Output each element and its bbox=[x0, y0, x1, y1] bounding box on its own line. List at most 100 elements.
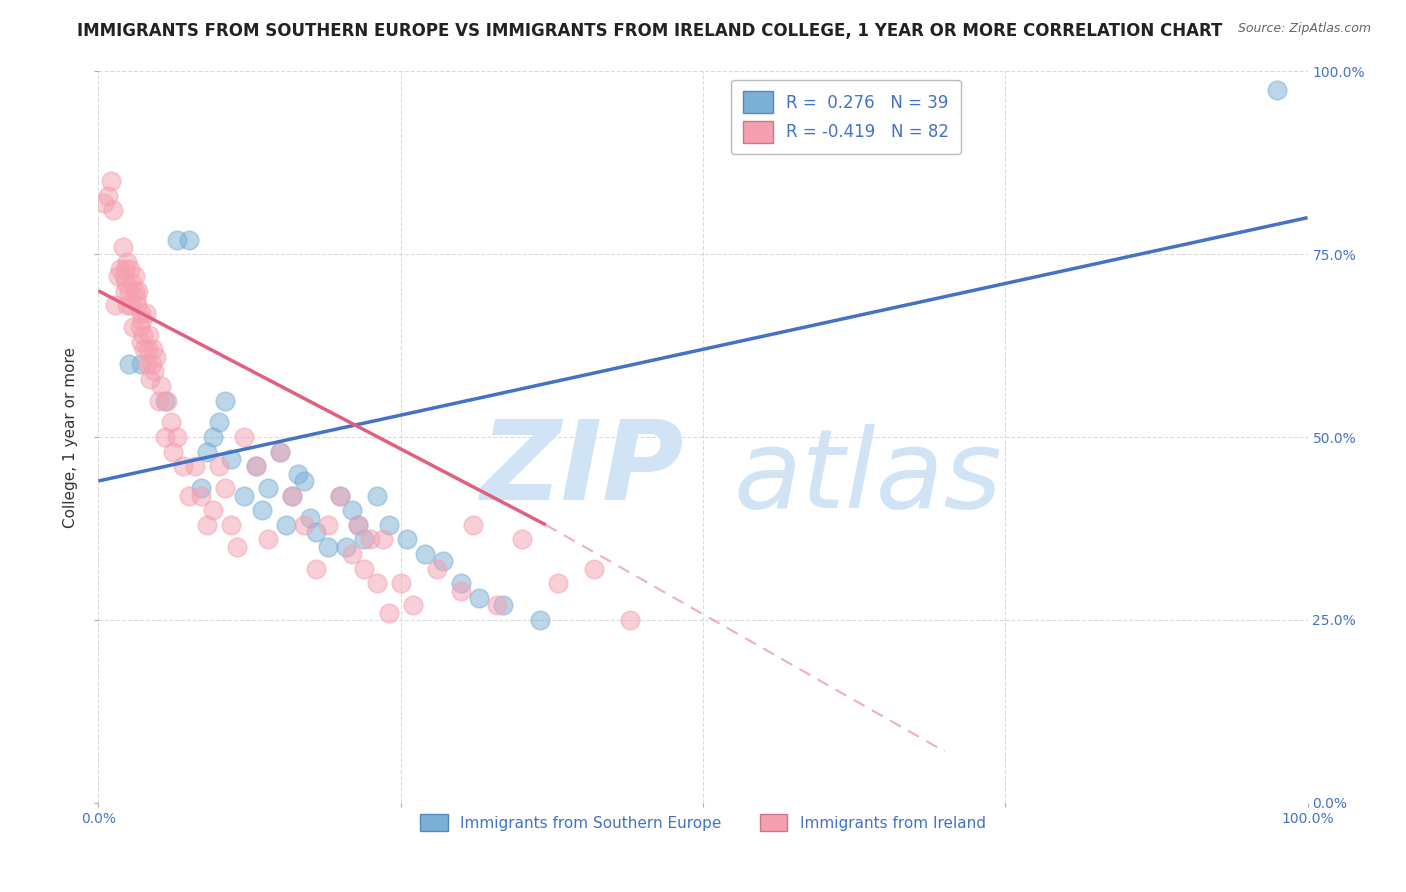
Point bbox=[179, 489, 201, 503]
Point bbox=[179, 233, 201, 247]
Point bbox=[468, 591, 491, 605]
Point bbox=[342, 503, 364, 517]
Point bbox=[353, 562, 375, 576]
Point bbox=[214, 481, 236, 495]
Point bbox=[153, 430, 176, 444]
Point bbox=[316, 540, 339, 554]
Point bbox=[132, 327, 155, 342]
Point bbox=[619, 613, 641, 627]
Point bbox=[190, 481, 212, 495]
Point bbox=[232, 430, 254, 444]
Point bbox=[492, 599, 515, 613]
Point bbox=[214, 393, 236, 408]
Point bbox=[329, 489, 352, 503]
Point bbox=[402, 599, 425, 613]
Point bbox=[305, 562, 328, 576]
Point bbox=[335, 540, 357, 554]
Point bbox=[287, 467, 309, 481]
Point bbox=[450, 576, 472, 591]
Point bbox=[389, 576, 412, 591]
Point bbox=[292, 474, 315, 488]
Point bbox=[292, 517, 315, 532]
Point bbox=[281, 489, 304, 503]
Point bbox=[97, 188, 120, 202]
Point bbox=[371, 533, 394, 547]
Point bbox=[256, 481, 278, 495]
Point bbox=[269, 444, 291, 458]
Y-axis label: College, 1 year or more: College, 1 year or more bbox=[63, 347, 79, 527]
Point bbox=[127, 284, 149, 298]
Legend: Immigrants from Southern Europe, Immigrants from Ireland: Immigrants from Southern Europe, Immigra… bbox=[413, 806, 993, 839]
Point bbox=[162, 444, 184, 458]
Point bbox=[131, 313, 153, 327]
Point bbox=[150, 379, 173, 393]
Point bbox=[156, 393, 179, 408]
Point bbox=[117, 298, 139, 312]
Point bbox=[118, 357, 141, 371]
Point bbox=[195, 517, 218, 532]
Point bbox=[245, 459, 267, 474]
Point bbox=[100, 174, 122, 188]
Point bbox=[184, 459, 207, 474]
Point bbox=[547, 576, 569, 591]
Point bbox=[153, 393, 176, 408]
Point bbox=[145, 350, 167, 364]
Point bbox=[450, 583, 472, 598]
Point bbox=[108, 261, 131, 276]
Point bbox=[129, 357, 152, 371]
Point bbox=[221, 452, 243, 467]
Point bbox=[413, 547, 436, 561]
Point bbox=[208, 459, 231, 474]
Point bbox=[142, 343, 165, 357]
Point bbox=[141, 357, 163, 371]
Point bbox=[221, 517, 243, 532]
Point bbox=[124, 284, 146, 298]
Point bbox=[366, 576, 388, 591]
Point bbox=[342, 547, 364, 561]
Point bbox=[360, 533, 382, 547]
Point bbox=[118, 284, 141, 298]
Point bbox=[134, 343, 156, 357]
Point bbox=[202, 430, 225, 444]
Point bbox=[305, 525, 328, 540]
Point bbox=[510, 533, 533, 547]
Point bbox=[128, 320, 150, 334]
Point bbox=[121, 277, 143, 291]
Point bbox=[195, 444, 218, 458]
Point bbox=[136, 343, 159, 357]
Point bbox=[377, 517, 399, 532]
Point bbox=[190, 489, 212, 503]
Point bbox=[529, 613, 551, 627]
Point bbox=[486, 599, 509, 613]
Point bbox=[129, 306, 152, 320]
Text: ZIP: ZIP bbox=[481, 417, 685, 524]
Point bbox=[93, 196, 115, 211]
Point bbox=[208, 416, 231, 430]
Point bbox=[115, 277, 138, 291]
Point bbox=[117, 254, 139, 268]
Point bbox=[1267, 83, 1289, 97]
Point bbox=[135, 306, 157, 320]
Text: atlas: atlas bbox=[734, 424, 1002, 531]
Point bbox=[316, 517, 339, 532]
Point bbox=[111, 240, 134, 254]
Point bbox=[172, 459, 194, 474]
Point bbox=[347, 517, 370, 532]
Point bbox=[125, 291, 148, 305]
Text: IMMIGRANTS FROM SOUTHERN EUROPE VS IMMIGRANTS FROM IRELAND COLLEGE, 1 YEAR OR MO: IMMIGRANTS FROM SOUTHERN EUROPE VS IMMIG… bbox=[77, 22, 1223, 40]
Point bbox=[127, 298, 149, 312]
Point bbox=[114, 261, 136, 276]
Point bbox=[245, 459, 267, 474]
Point bbox=[104, 298, 127, 312]
Text: Source: ZipAtlas.com: Source: ZipAtlas.com bbox=[1237, 22, 1371, 36]
Point bbox=[166, 430, 188, 444]
Point bbox=[232, 489, 254, 503]
Point bbox=[114, 284, 136, 298]
Point bbox=[329, 489, 352, 503]
Point bbox=[135, 357, 157, 371]
Point bbox=[166, 233, 188, 247]
Point bbox=[143, 364, 166, 378]
Point bbox=[120, 298, 142, 312]
Point bbox=[269, 444, 291, 458]
Point bbox=[118, 261, 141, 276]
